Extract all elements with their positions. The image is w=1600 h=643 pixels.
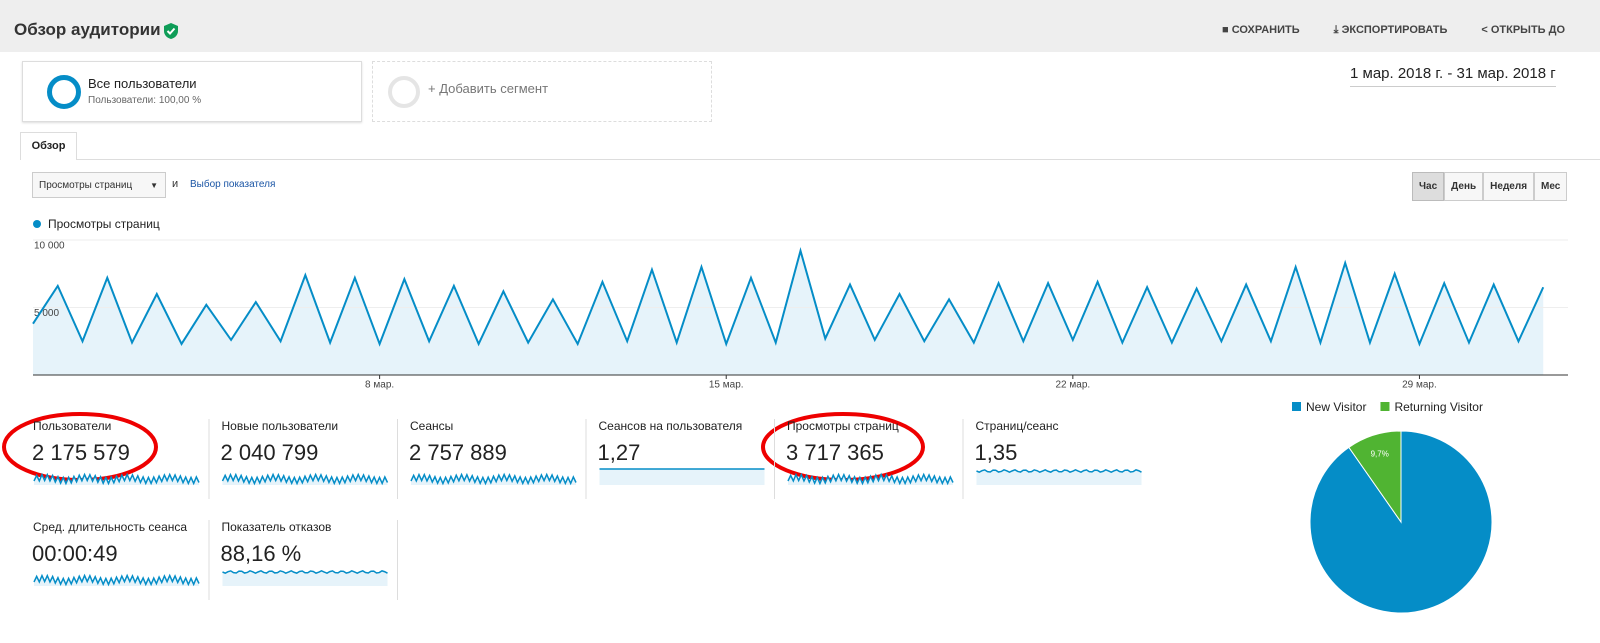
date-range[interactable]: 1 мар. 2018 г. - 31 мар. 2018 г (1350, 65, 1556, 87)
export-button[interactable]: ⤓ ЭКСПОРТИРОВАТЬ (1333, 24, 1448, 36)
period-button[interactable]: Неделя (1483, 172, 1535, 201)
sparkline-area (34, 575, 199, 586)
save-button[interactable]: ■ СОХРАНИТЬ (1222, 24, 1300, 36)
metric-value: 2 040 799 (221, 440, 319, 465)
metric-value: 3 717 365 (786, 440, 884, 465)
y-tick-label: 5 000 (34, 308, 59, 319)
sparkline-area (222, 474, 388, 485)
add-segment-icon (388, 76, 420, 108)
metric-value: 00:00:49 (32, 541, 118, 566)
sparkline-area (34, 474, 199, 485)
page-title: Обзор аудитории (14, 20, 161, 39)
metric-value: 88,16 % (221, 541, 302, 566)
choose-metric[interactable]: Выбор показателя (190, 179, 276, 190)
metric-label: Новые пользователи (222, 419, 339, 433)
x-tick-label: 22 мар. (1055, 380, 1090, 391)
sparkline (222, 569, 388, 575)
metric-label: Показатель отказов (222, 520, 332, 534)
metric-value: 1,35 (975, 440, 1018, 465)
x-tick-label: 8 мар. (365, 380, 394, 391)
sparkline-area (788, 474, 953, 485)
segment-sub: Пользователи: 100,00 % (88, 95, 202, 106)
pie-slice (1348, 430, 1402, 524)
metric-label: Просмотры страниц (787, 419, 899, 433)
actions: ■ СОХРАНИТЬ ⤓ ЭКСПОРТИРОВАТЬ < ОТКРЫТЬ Д… (1222, 24, 1565, 37)
sparkline (33, 573, 200, 587)
sparkline (33, 472, 200, 486)
area (33, 250, 1544, 375)
slice-label: 90,3% (1472, 588, 1495, 597)
sparkline-area (599, 469, 765, 485)
x-tick-label: 15 мар. (709, 380, 744, 391)
legend-label: Returning Visitor (1394, 400, 1483, 414)
sparkline (221, 472, 389, 486)
period-button[interactable]: Час (1412, 172, 1445, 201)
metric-label: Сред. длительность сеанса (33, 520, 187, 534)
verified-icon (164, 23, 178, 39)
sparkline-area (976, 471, 1142, 485)
sparkline (410, 472, 577, 486)
sparkline-area (222, 572, 388, 586)
add-segment[interactable] (372, 61, 712, 122)
legend-marker (1380, 402, 1390, 411)
segment-icon (47, 75, 81, 109)
metric-dropdown[interactable]: Просмотры страниц ▼ (32, 172, 166, 198)
metric-value: 2 175 579 (32, 440, 130, 465)
tab[interactable]: Обзор (20, 132, 77, 160)
metric-label: Сеансы (410, 419, 453, 433)
period-button[interactable]: День (1444, 172, 1484, 201)
sparkline-area (411, 474, 576, 485)
metric-label: Сеансов на пользователя (599, 419, 743, 433)
period-buttons: Час День Неделя Мес (1412, 172, 1568, 201)
metric-value: 1,27 (598, 440, 641, 465)
header-bar (0, 0, 1600, 52)
legend-marker (1292, 402, 1301, 411)
add-segment-label: + Добавить сегмент (428, 81, 549, 96)
metric-value: 2 757 889 (409, 440, 507, 465)
y-tick-label: 10 000 (34, 241, 65, 252)
sparkline (976, 468, 1142, 474)
period-button[interactable]: Мес (1534, 172, 1568, 201)
x-tick-label: 29 мар. (1402, 380, 1437, 391)
metric-label: Пользователи (33, 419, 111, 433)
legend-label: Просмотры страниц (48, 217, 160, 231)
sparkline (787, 472, 954, 486)
slice-label: 9,7% (1371, 449, 1389, 458)
metric-label: Страниц/сеанс (976, 419, 1059, 433)
segment-card[interactable] (22, 61, 362, 122)
legend-label: New Visitor (1306, 400, 1366, 414)
legend-marker (33, 220, 41, 228)
tab-line (20, 159, 1600, 160)
line (32, 247, 1545, 347)
segment-title: Все пользователи (88, 76, 197, 91)
and-label: и (172, 178, 179, 190)
share-button[interactable]: < ОТКРЫТЬ ДО (1481, 24, 1566, 36)
